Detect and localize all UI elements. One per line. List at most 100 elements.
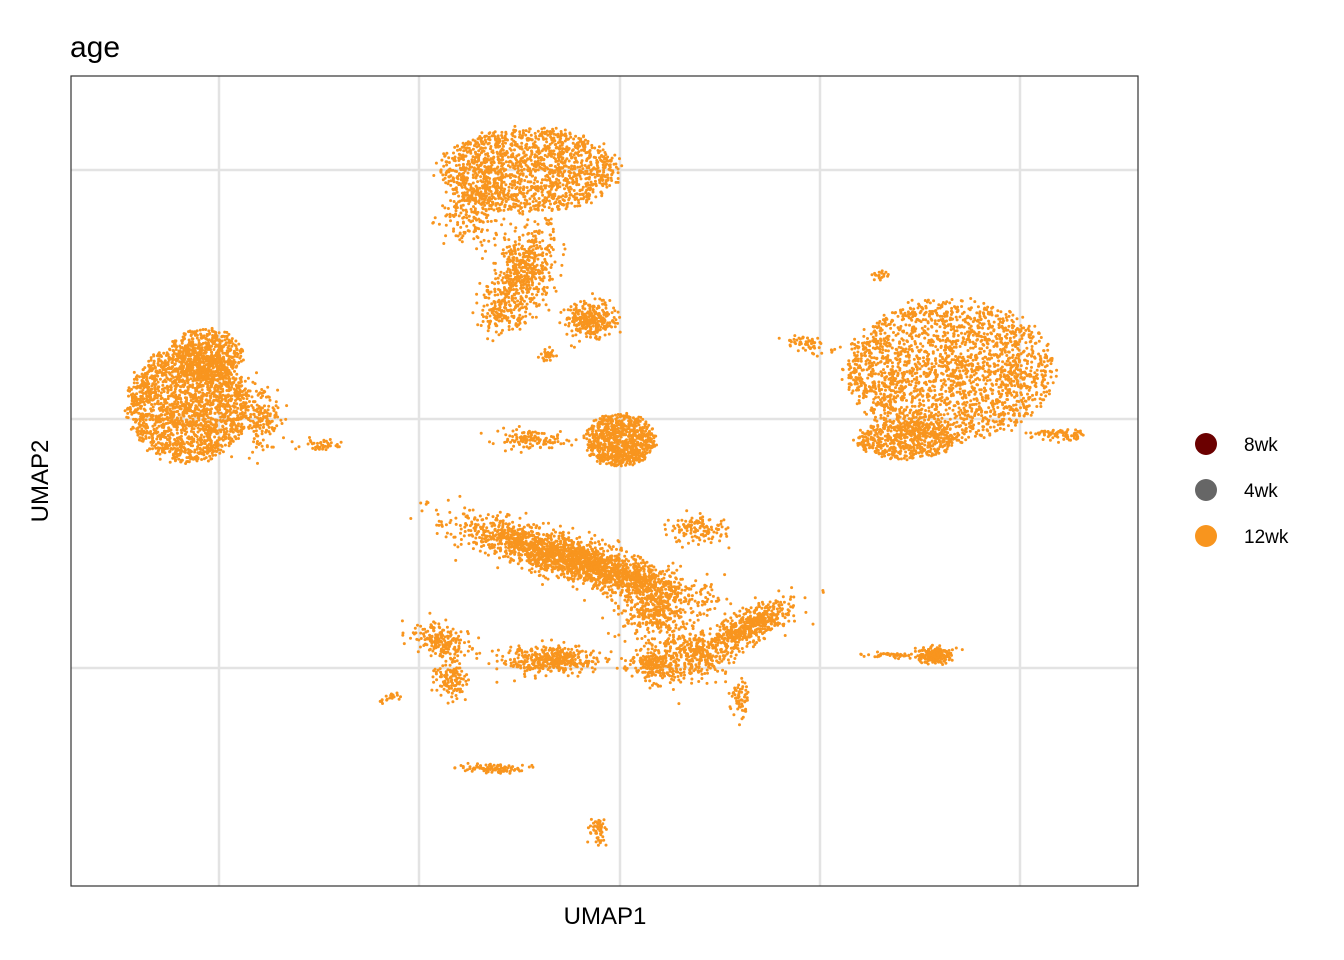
- data-point: [232, 363, 235, 367]
- data-point: [496, 145, 500, 149]
- data-point: [433, 216, 437, 220]
- data-point: [573, 156, 577, 160]
- data-point: [520, 165, 524, 169]
- data-point: [237, 360, 241, 364]
- data-point: [187, 460, 191, 464]
- data-point: [594, 195, 598, 199]
- data-point: [518, 186, 522, 190]
- data-point: [461, 162, 465, 166]
- data-point: [182, 337, 186, 341]
- data-point: [477, 144, 481, 148]
- data-point: [141, 388, 145, 392]
- data-point: [201, 360, 204, 364]
- data-point: [462, 230, 466, 234]
- data-point: [474, 155, 478, 159]
- data-point: [194, 343, 198, 347]
- data-point: [541, 239, 545, 243]
- data-point: [199, 436, 202, 440]
- data-point: [200, 452, 204, 456]
- data-point: [180, 458, 184, 462]
- data-point: [238, 412, 242, 416]
- data-point: [138, 419, 142, 423]
- data-point: [163, 435, 167, 439]
- data-point: [198, 390, 202, 394]
- data-point: [532, 258, 536, 261]
- data-point: [513, 148, 516, 152]
- data-point: [484, 191, 488, 195]
- data-point: [483, 156, 487, 160]
- data-point: [507, 328, 511, 332]
- data-point: [467, 167, 471, 171]
- data-point: [514, 129, 518, 132]
- data-point: [585, 193, 589, 196]
- data-point: [575, 177, 578, 181]
- data-point: [524, 310, 528, 314]
- data-point: [464, 154, 468, 158]
- data-point: [221, 425, 225, 429]
- data-point: [506, 164, 510, 168]
- data-point: [241, 358, 245, 362]
- data-point: [470, 165, 474, 169]
- data-point: [540, 130, 544, 134]
- data-point: [209, 422, 213, 426]
- data-point: [229, 394, 233, 398]
- data-point: [190, 367, 194, 371]
- data-point: [207, 332, 211, 336]
- data-point: [248, 389, 252, 393]
- data-point: [508, 182, 512, 186]
- data-point: [487, 207, 491, 211]
- data-point: [531, 200, 535, 204]
- data-point: [274, 400, 278, 404]
- data-point: [335, 443, 339, 446]
- data-point: [610, 172, 614, 176]
- data-point: [165, 408, 169, 412]
- data-point: [547, 195, 551, 198]
- data-point: [470, 210, 474, 214]
- data-point: [145, 375, 149, 379]
- data-point: [155, 369, 159, 373]
- data-point: [140, 404, 143, 408]
- data-point: [462, 196, 466, 199]
- data-point: [185, 363, 189, 367]
- data-point: [541, 251, 545, 255]
- data-point: [529, 158, 533, 162]
- data-point: [551, 175, 555, 178]
- data-point: [212, 348, 216, 351]
- data-point: [223, 443, 227, 447]
- data-point: [154, 419, 158, 423]
- data-point: [216, 387, 220, 391]
- data-point: [154, 452, 158, 455]
- data-point: [469, 183, 473, 187]
- data-point: [230, 411, 233, 415]
- data-point: [268, 432, 272, 436]
- data-point: [528, 297, 532, 301]
- data-point: [544, 303, 548, 307]
- data-point: [154, 396, 158, 400]
- data-point: [593, 175, 597, 179]
- data-point: [252, 437, 256, 441]
- data-point: [154, 390, 157, 394]
- data-point: [535, 304, 539, 308]
- data-point: [532, 197, 536, 200]
- data-point: [519, 159, 523, 163]
- data-point: [509, 176, 512, 180]
- data-point: [523, 255, 527, 259]
- data-point: [513, 263, 517, 266]
- data-point: [525, 291, 529, 294]
- data-point: [210, 359, 214, 363]
- data-point: [520, 279, 524, 282]
- data-point: [455, 144, 459, 148]
- data-point: [543, 257, 547, 261]
- data-point: [462, 183, 466, 187]
- data-point: [579, 139, 583, 143]
- data-point: [475, 218, 478, 222]
- data-point: [173, 400, 177, 404]
- data-point: [548, 278, 551, 282]
- data-point: [183, 332, 187, 336]
- data-point: [541, 199, 545, 203]
- data-point: [480, 180, 484, 184]
- data-point: [549, 202, 552, 206]
- data-point: [525, 138, 529, 142]
- data-point: [563, 187, 566, 191]
- data-point: [217, 436, 221, 440]
